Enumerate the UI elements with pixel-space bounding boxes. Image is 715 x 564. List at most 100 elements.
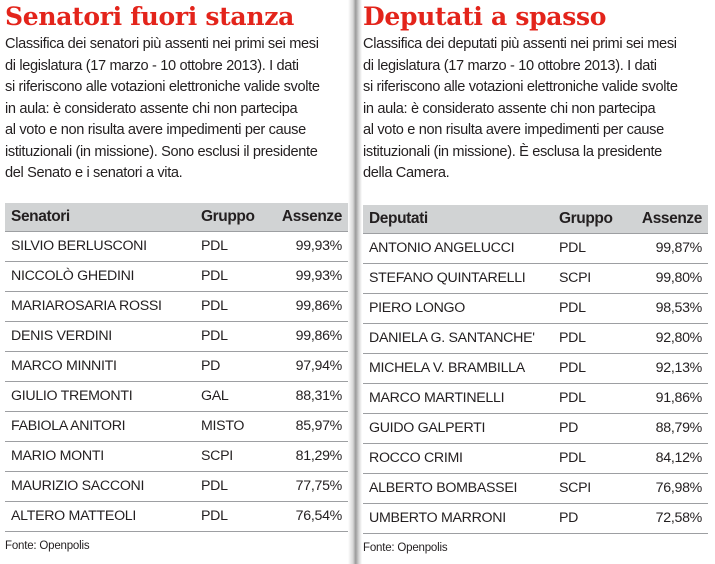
table-row: NICCOLÒ GHEDINI PDL 99,93% <box>5 261 348 292</box>
table-row: ANTONIO ANGELUCCI PDL 99,87% <box>363 232 708 264</box>
deputies-table: Deputati Gruppo Assenze ANTONIO ANGELUCC… <box>363 205 708 534</box>
senator-name: MARIO MONTI <box>5 441 195 472</box>
senators-source: Fonte: Openpolis <box>5 540 90 552</box>
deputy-absences: 72,58% <box>625 503 708 534</box>
senators-intro-line: al voto e non risulta avere impedimenti … <box>5 122 306 138</box>
senators-table-body: SILVIO BERLUSCONI PDL 99,93% NICCOLÒ GHEDI… <box>5 230 348 532</box>
senator-absences: 77,75% <box>265 471 348 502</box>
header-name: Deputati <box>363 205 553 233</box>
deputy-group: SCPI <box>553 263 625 294</box>
deputy-group: PDL <box>553 383 625 414</box>
deputies-intro-line: della Camera. <box>363 165 450 181</box>
senators-table: Senatori Gruppo Assenze SILVIO BERLUSCON… <box>5 203 348 532</box>
deputies-intro-line: Classifica dei deputati più assenti nei … <box>363 36 677 52</box>
deputy-name: ROCCO CRIMI <box>363 443 553 474</box>
deputy-group: PDL <box>553 353 625 384</box>
senator-group: MISTO <box>195 411 265 442</box>
deputies-intro-line: istituzionali (in missione). È esclusa l… <box>363 143 662 160</box>
deputies-intro: Classifica dei deputati più assenti nei … <box>363 34 707 185</box>
page-fold-divider <box>348 0 362 564</box>
senators-intro-line: in aula: è considerato assente chi non p… <box>5 100 298 117</box>
deputies-panel: Deputati a spasso Classifica dei deputat… <box>357 0 715 564</box>
deputy-group: PD <box>553 413 625 444</box>
senator-group: PDL <box>195 501 265 532</box>
table-row: PIERO LONGO PDL 98,53% <box>363 293 708 324</box>
senators-intro-line: si riferiscono alle votazioni elettronic… <box>5 79 320 95</box>
table-row: GIULIO TREMONTI GAL 88,31% <box>5 381 348 412</box>
senator-group: GAL <box>195 381 265 412</box>
deputies-title: Deputati a spasso <box>363 2 607 31</box>
senator-absences: 81,29% <box>265 441 348 472</box>
senator-absences: 88,31% <box>265 381 348 412</box>
table-row: UMBERTO MARRONI PD 72,58% <box>363 503 708 534</box>
senator-group: PDL <box>195 230 265 262</box>
senator-absences: 97,94% <box>265 351 348 382</box>
table-row: FABIOLA ANITORI MISTO 85,97% <box>5 411 348 442</box>
deputy-name: DANIELA G. SANTANCHE' <box>363 323 553 354</box>
header-absences: Assenze <box>265 203 348 231</box>
senator-name: MAURIZIO SACCONI <box>5 471 195 502</box>
table-row: MICHELA V. BRAMBILLA PDL 92,13% <box>363 353 708 384</box>
deputy-name: ANTONIO ANGELUCCI <box>363 232 553 264</box>
deputies-intro-line: si riferiscono alle votazioni elettronic… <box>363 79 678 95</box>
senator-absences: 99,93% <box>265 261 348 292</box>
deputy-absences: 92,80% <box>625 323 708 354</box>
deputy-group: PD <box>553 503 625 534</box>
senator-absences: 99,86% <box>265 291 348 322</box>
senator-absences: 99,86% <box>265 321 348 352</box>
table-row: ROCCO CRIMI PDL 84,12% <box>363 443 708 474</box>
deputy-group: PDL <box>553 443 625 474</box>
senator-name: ALTERO MATTEOLI <box>5 501 195 532</box>
deputies-source: Fonte: Openpolis <box>363 542 448 554</box>
table-row: ALBERTO BOMBASSEI SCPI 76,98% <box>363 473 708 504</box>
senator-name: SILVIO BERLUSCONI <box>5 230 195 262</box>
senator-group: PDL <box>195 471 265 502</box>
senator-group: PDL <box>195 291 265 322</box>
header-group: Gruppo <box>195 203 265 231</box>
senator-group: PD <box>195 351 265 382</box>
table-row: MARCO MINNITI PD 97,94% <box>5 351 348 382</box>
senators-intro-line: Classifica dei senatori più assenti nei … <box>5 36 319 52</box>
senator-group: PDL <box>195 321 265 352</box>
deputies-intro-line: di legislatura (17 marzo - 10 ottobre 20… <box>363 57 657 74</box>
deputy-group: PDL <box>553 293 625 324</box>
table-row: GUIDO GALPERTI PD 88,79% <box>363 413 708 444</box>
senator-absences: 85,97% <box>265 411 348 442</box>
deputies-table-body: ANTONIO ANGELUCCI PDL 99,87% STEFANO QUINT… <box>363 232 708 534</box>
senator-name: MARCO MINNITI <box>5 351 195 382</box>
deputy-name: MARCO MARTINELLI <box>363 383 553 414</box>
deputy-absences: 92,13% <box>625 353 708 384</box>
senator-group: SCPI <box>195 441 265 472</box>
senators-intro: Classifica dei senatori più assenti nei … <box>5 34 349 185</box>
table-row: STEFANO QUINTARELLI SCPI 99,80% <box>363 263 708 294</box>
senators-title: Senatori fuori stanza <box>5 2 295 31</box>
deputy-name: MICHELA V. BRAMBILLA <box>363 353 553 384</box>
table-row: MARIAROSARIA ROSSI PDL 99,86% <box>5 291 348 322</box>
deputy-name: GUIDO GALPERTI <box>363 413 553 444</box>
table-row: SILVIO BERLUSCONI PDL 99,93% <box>5 230 348 262</box>
senator-name: GIULIO TREMONTI <box>5 381 195 412</box>
deputy-absences: 99,80% <box>625 263 708 294</box>
deputy-name: UMBERTO MARRONI <box>363 503 553 534</box>
deputy-absences: 99,87% <box>625 232 708 264</box>
senators-intro-line: di legislatura (17 marzo - 10 ottobre 20… <box>5 57 299 74</box>
senator-name: MARIAROSARIA ROSSI <box>5 291 195 322</box>
deputy-absences: 88,79% <box>625 413 708 444</box>
deputies-intro-line: in aula: è considerato assente chi non p… <box>363 100 656 117</box>
table-row: ALTERO MATTEOLI PDL 76,54% <box>5 501 348 532</box>
header-absences: Assenze <box>625 205 708 233</box>
senator-absences: 76,54% <box>265 501 348 532</box>
header-name: Senatori <box>5 203 195 231</box>
senator-name: DENIS VERDINI <box>5 321 195 352</box>
table-row: MARCO MARTINELLI PDL 91,86% <box>363 383 708 414</box>
deputy-name: ALBERTO BOMBASSEI <box>363 473 553 504</box>
deputy-group: PDL <box>553 232 625 264</box>
deputy-name: PIERO LONGO <box>363 293 553 324</box>
deputy-group: PDL <box>553 323 625 354</box>
table-row: MARIO MONTI SCPI 81,29% <box>5 441 348 472</box>
deputy-group: SCPI <box>553 473 625 504</box>
deputy-absences: 98,53% <box>625 293 708 324</box>
deputy-absences: 91,86% <box>625 383 708 414</box>
senators-intro-line: del Senato e i senatori a vita. <box>5 165 183 181</box>
senator-absences: 99,93% <box>265 230 348 262</box>
